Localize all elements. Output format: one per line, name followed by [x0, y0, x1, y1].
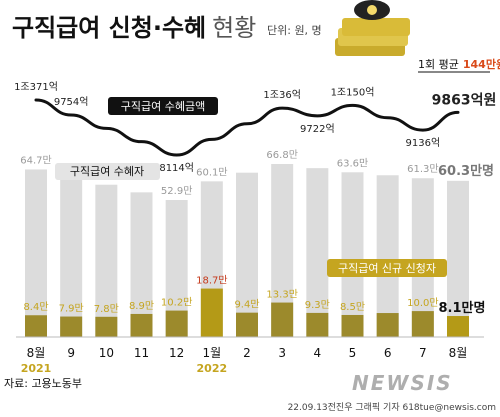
- applicant-label: 18.7만: [196, 275, 227, 287]
- x-tick-label: 9: [67, 346, 75, 360]
- x-tick-label: 4: [314, 346, 322, 360]
- data-labels: 64.7만 52.9만 60.1만 66.8만 63.6만 61.3만 60.3만명 8.4만…: [14, 81, 496, 316]
- year-label: 2021: [21, 362, 52, 375]
- recipient-bar: [376, 175, 399, 337]
- applicant-label: 10.0만: [407, 297, 438, 309]
- x-tick-label: 6: [384, 346, 392, 360]
- applicant-bar: [271, 302, 294, 337]
- applicant-bar: [60, 316, 83, 337]
- applicant-bar: [95, 316, 118, 337]
- legend-payout: 구직급여 수혜금액: [108, 97, 218, 115]
- x-axis: 8월 9 10 11 12 1월 2 3 4 5 6 7 8월 2021 2022: [16, 336, 484, 375]
- recipient-bars: [25, 164, 469, 337]
- x-tick-label: 5: [349, 346, 357, 360]
- recipient-bar: [95, 184, 118, 337]
- applicant-label: 8.5만: [340, 301, 365, 313]
- x-tick-label: 12: [169, 346, 184, 360]
- applicant-bar: [341, 314, 364, 337]
- recipient-bar: [60, 177, 83, 337]
- recipient-label: 64.7만: [20, 154, 51, 166]
- payout-label: 9863억원: [432, 92, 497, 108]
- applicant-bar: [376, 313, 399, 337]
- legend-recipients: 구직급여 수혜자: [55, 163, 160, 180]
- recipient-bar: [236, 172, 258, 337]
- applicant-bar: [25, 315, 47, 337]
- svg-text:구직급여 신규 신청자: 구직급여 신규 신청자: [338, 262, 436, 275]
- recipient-bar: [165, 199, 188, 337]
- x-tick-label: 8월: [449, 346, 468, 360]
- applicant-label: 9.4만: [234, 299, 259, 311]
- x-tick-label: 1월: [202, 346, 221, 360]
- applicant-bar: [306, 312, 329, 337]
- chart-title: 구직급여 신청·수혜 현황: [12, 14, 256, 42]
- unit-note: 단위: 원, 명: [267, 24, 322, 37]
- applicant-label: 7.9만: [59, 303, 84, 315]
- x-tick-label: 2: [243, 346, 251, 360]
- watermark: NEWSIS: [352, 371, 453, 395]
- x-tick-label: 8월: [27, 346, 46, 360]
- payout-label: 1조36억: [263, 89, 301, 101]
- year-label: 2022: [197, 362, 228, 375]
- payout-label: 9136억: [406, 137, 441, 149]
- recipient-bar: [25, 169, 47, 337]
- recipient-label: 60.1만: [196, 166, 227, 178]
- x-tick-label: 11: [134, 346, 149, 360]
- payout-label: 9754억: [54, 96, 89, 108]
- applicant-bar: [200, 288, 223, 337]
- applicant-bar: [236, 312, 258, 337]
- payout-line-path: [34, 98, 460, 157]
- payout-line: [34, 98, 460, 157]
- applicant-label: 8.1만명: [439, 300, 486, 316]
- applicant-label: 9.3만: [305, 299, 330, 311]
- payout-label: 9722억: [300, 123, 335, 135]
- recipient-bar: [447, 180, 469, 337]
- x-tick-label: 3: [278, 346, 286, 360]
- money-icon: [335, 0, 410, 56]
- recipient-bar: [341, 172, 364, 337]
- applicant-label: 13.3만: [266, 289, 297, 301]
- applicant-label: 8.9만: [129, 300, 154, 312]
- payout-label: 1조150억: [331, 86, 375, 98]
- recipient-label: 60.3만명: [438, 163, 494, 179]
- recipient-bar: [130, 192, 153, 337]
- credit-note: 22.09.13전진우 그래픽 기자 618tue@newsis.com: [288, 402, 496, 413]
- applicant-label: 10.2만: [161, 297, 192, 309]
- applicant-bar: [411, 311, 434, 337]
- svg-text:구직급여 수혜금액: 구직급여 수혜금액: [121, 100, 205, 113]
- payout-label: 8114억: [159, 162, 194, 174]
- recipient-bar: [411, 178, 434, 337]
- recipient-bar: [306, 168, 329, 337]
- source-note: 자료: 고용노동부: [4, 377, 82, 390]
- applicant-bar: [130, 313, 153, 337]
- payout-label: 1조371억: [14, 81, 58, 93]
- recipient-label: 63.6만: [337, 157, 368, 169]
- x-tick-label: 7: [419, 346, 427, 360]
- applicant-bar: [447, 316, 469, 337]
- applicant-bars: [25, 288, 469, 337]
- avg-note: 1회 평균144만원: [418, 57, 500, 71]
- recipient-bar: [271, 164, 294, 337]
- applicant-label: 8.4만: [23, 301, 48, 313]
- recipient-label: 52.9만: [161, 185, 192, 197]
- applicant-bar: [165, 310, 188, 337]
- recipient-label: 66.8만: [266, 149, 297, 161]
- recipient-label: 61.3만: [407, 163, 438, 175]
- legend-applicants: 구직급여 신규 신청자: [327, 259, 447, 277]
- x-tick-label: 10: [99, 346, 114, 360]
- svg-text:구직급여 수혜자: 구직급여 수혜자: [70, 165, 144, 178]
- applicant-label: 7.8만: [94, 303, 119, 315]
